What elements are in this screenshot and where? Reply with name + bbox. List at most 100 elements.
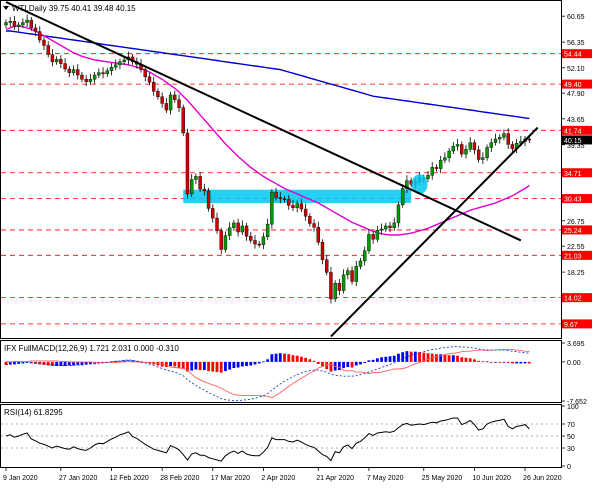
candle: [384, 225, 388, 230]
y-tick-label: 52.10: [567, 66, 585, 73]
macd-histogram-bar: [384, 356, 388, 362]
macd-histogram-bar: [456, 355, 459, 362]
y-tick-label: 60.65: [567, 14, 585, 21]
candle: [451, 146, 456, 152]
candle: [426, 175, 430, 180]
main-header: WTI,Daily 39.75 40.41 39.48 40.15: [12, 4, 136, 13]
macd-histogram-bar: [63, 361, 67, 366]
macd-histogram-bar: [337, 361, 341, 371]
macd-histogram-bar: [224, 361, 227, 372]
candle: [185, 132, 190, 195]
macd-histogram-bar: [114, 360, 118, 362]
candle: [236, 222, 240, 233]
macd-histogram-bar: [481, 361, 485, 363]
candle: [156, 91, 160, 97]
candle: [291, 205, 295, 209]
candle: [80, 74, 84, 80]
macd-histogram-bar: [443, 354, 447, 362]
candle: [379, 228, 384, 231]
macd-histogram-bar: [409, 351, 413, 362]
macd-histogram-bar: [413, 351, 417, 362]
macd-tick-label: 0.00: [567, 360, 581, 367]
macd-histogram-bar: [164, 361, 168, 367]
macd-histogram-bar: [262, 361, 265, 363]
macd-histogram-bar: [59, 361, 63, 366]
candle: [206, 190, 211, 209]
candle: [76, 69, 80, 76]
candle: [168, 94, 173, 111]
macd-histogram-bar: [418, 352, 421, 362]
candle: [215, 217, 219, 231]
x-tick-label: 9 Jan 2020: [3, 475, 38, 482]
macd-histogram-bar: [257, 361, 261, 364]
x-tick-label: 2 Apr 2020: [261, 475, 295, 482]
level-label: 54.44: [564, 52, 582, 59]
candle: [46, 45, 50, 55]
candle: [493, 138, 498, 143]
dropdown-triangle-icon[interactable]: [3, 6, 9, 10]
level-label: 9.67: [564, 322, 578, 329]
macd-histogram-bar: [494, 361, 497, 363]
macd-histogram-bar: [283, 353, 286, 362]
y-tick-label: 39.35: [567, 143, 585, 150]
macd-histogram-bar: [316, 361, 320, 364]
y-tick-label: 43.65: [567, 117, 585, 124]
macd-histogram-bar: [215, 361, 219, 373]
candle: [476, 149, 481, 160]
level-label-box: [562, 319, 592, 329]
macd-histogram-bar: [51, 361, 54, 366]
candle: [371, 234, 375, 240]
candle: [151, 82, 156, 92]
candle: [109, 66, 114, 72]
macd-histogram-bar: [304, 357, 308, 362]
macd-layer: [4, 346, 531, 402]
candle: [472, 142, 477, 151]
current-price-label: 40.15: [564, 138, 582, 145]
level-label-box: [562, 49, 592, 59]
macd-header: IFX FullMACD(12,26,9) 1.721 2.031 0.000 …: [4, 344, 179, 353]
candle: [295, 203, 299, 209]
macd-histogram-bar: [460, 357, 464, 362]
axis-layer: 60.6556.3552.1047.9043.6539.3535.1030.85…: [3, 14, 592, 482]
trendline: [330, 126, 539, 338]
candle: [4, 22, 8, 26]
rsi-layer: [1, 417, 561, 462]
candle: [101, 72, 105, 75]
macd-histogram-bar: [485, 361, 489, 363]
candle: [434, 167, 439, 169]
macd-histogram-bar: [110, 361, 113, 363]
x-tick-label: 27 Jan 2020: [59, 475, 98, 482]
macd-histogram-bar: [447, 355, 451, 362]
macd-histogram-bar: [89, 361, 92, 364]
candle: [67, 68, 72, 73]
macd-histogram-bar: [515, 361, 519, 364]
candle: [468, 142, 472, 150]
macd-histogram-bar: [194, 361, 198, 370]
macd-histogram-bar: [523, 361, 527, 364]
candle: [350, 270, 354, 282]
candle: [181, 107, 185, 134]
candle: [396, 204, 401, 224]
macd-histogram-bar: [422, 352, 426, 362]
x-tick-label: 10 Jun 2020: [472, 475, 511, 482]
candle: [105, 70, 109, 75]
macd-histogram-bar: [72, 361, 75, 366]
macd-histogram-bar: [278, 353, 282, 362]
x-tick-label: 25 May 2020: [422, 475, 463, 482]
candle: [337, 283, 342, 291]
macd-histogram-bar: [371, 359, 375, 362]
macd-histogram-bar: [42, 361, 46, 365]
candle: [430, 167, 434, 176]
macd-histogram-bar: [295, 355, 299, 362]
macd-histogram-bar: [321, 361, 324, 367]
candle: [223, 235, 228, 250]
macd-histogram-bar: [401, 352, 405, 362]
macd-histogram-bar: [219, 361, 223, 373]
y-tick-label: 26.75: [567, 219, 585, 226]
macd-line: [6, 346, 530, 402]
x-tick-label: 28 Feb 2020: [160, 475, 199, 482]
candle: [240, 225, 245, 233]
macd-histogram-bar: [274, 353, 278, 362]
